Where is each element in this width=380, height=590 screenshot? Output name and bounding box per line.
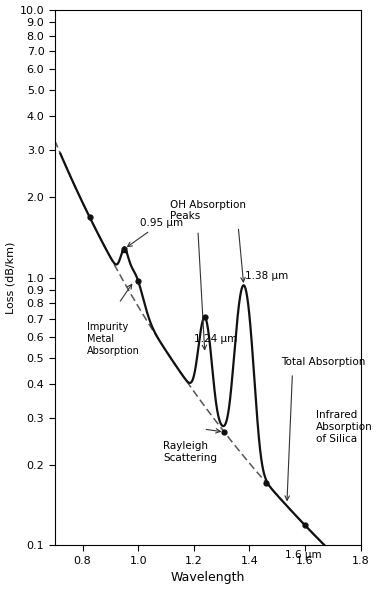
Text: OH Absorption
Peaks: OH Absorption Peaks bbox=[170, 200, 246, 221]
X-axis label: Wavelength: Wavelength bbox=[171, 572, 245, 585]
Text: Infrared
Absorption
of Silica: Infrared Absorption of Silica bbox=[316, 411, 373, 444]
Text: Total Absorption: Total Absorption bbox=[281, 356, 366, 366]
Text: Rayleigh
Scattering: Rayleigh Scattering bbox=[163, 441, 217, 463]
Text: 1.6 μm: 1.6 μm bbox=[285, 550, 322, 560]
Text: 1.24 μm: 1.24 μm bbox=[194, 334, 237, 344]
Text: 1.38 μm: 1.38 μm bbox=[245, 271, 288, 281]
Text: 0.95 μm: 0.95 μm bbox=[128, 218, 183, 247]
Text: Impurity
Metal
Absorption: Impurity Metal Absorption bbox=[87, 322, 139, 356]
Y-axis label: Loss (dB/km): Loss (dB/km) bbox=[6, 241, 16, 314]
